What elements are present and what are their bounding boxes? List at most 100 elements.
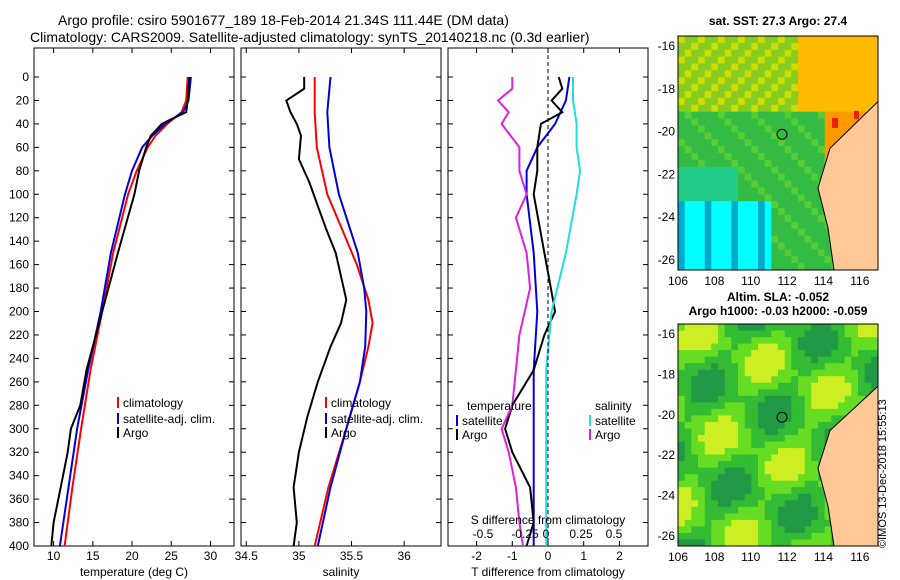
map-cell [804,91,812,99]
map-cell [778,506,786,514]
map-cell [798,539,806,547]
map-cell [811,461,819,469]
map-cell [851,97,859,106]
map-cell [751,343,759,351]
ytick-label: 280 [9,398,29,412]
map-cell [738,249,746,257]
map-cell [804,461,812,469]
map-cell [684,435,692,442]
map-cell [738,49,746,58]
map-cell [738,201,746,209]
xtick-label: -2 [471,549,482,563]
map-cell [731,539,739,547]
map-cell [718,146,726,154]
map-cell [718,382,726,390]
map-cell [818,402,826,410]
hotspot [832,117,838,128]
map-cell [791,519,799,527]
map-cell [698,104,706,113]
map-cell [691,500,699,508]
map-cell [678,201,686,209]
map-cell [704,180,712,188]
map-cell [731,132,739,140]
map-cell [871,376,879,384]
map-cell [818,532,826,540]
map-cell [784,49,792,58]
map-cell [791,242,799,250]
map-cell [838,350,846,358]
map-cell [764,395,772,403]
map-cell [784,506,792,514]
map-cell [811,208,819,216]
map-cell [704,448,712,456]
map-cell [744,474,752,482]
map-cell [871,369,879,377]
map-cell [744,539,752,547]
map-cell [751,118,759,126]
map-cell [771,91,779,99]
map-cell [758,532,766,540]
map-cell [811,159,819,168]
map-cell [764,118,772,126]
map-cell [824,513,832,521]
map-cell [804,111,812,120]
map-cell [738,474,746,482]
map-cell [704,139,712,147]
map-cell [738,77,746,85]
map-cell [704,49,712,58]
map-cell [711,201,719,209]
map-cell [811,441,819,449]
map-cell [704,539,712,547]
map-cell [691,139,699,147]
map-cell [784,208,792,216]
map-cell [711,532,719,540]
map-cell [831,132,839,140]
map-cell [764,408,772,416]
map-cell [738,153,746,161]
map-cell [851,324,859,331]
map-cell [691,382,699,390]
map-cell [844,330,852,338]
map-cell [751,506,759,514]
map-cell [771,435,779,442]
map-cell [718,448,726,456]
map-cell [744,324,752,331]
map-cell [844,104,852,113]
map-cell [824,382,832,390]
map-cell [718,539,726,547]
map-cell [758,221,766,230]
map-cell [731,146,739,154]
map-cell [818,539,826,547]
map-cell [684,228,692,237]
map-cell [778,519,786,527]
xtick-s-label: -0.25 [511,527,539,541]
map-cell [858,389,866,397]
map-cell [704,118,712,126]
map-cell [851,36,859,44]
map-cell [718,125,726,133]
map-cell [758,448,766,456]
map-cell [771,539,779,547]
map-cell [811,111,819,120]
map-cell [758,376,766,384]
map-cell [684,49,692,58]
map-cell [704,242,712,250]
map-cell [704,173,712,181]
map-cell [704,104,712,113]
map-cell [831,49,839,58]
map-cell [764,343,772,351]
map-cell [778,77,786,85]
map-cell [678,97,686,106]
map-cell [731,493,739,501]
map-cell [698,408,706,416]
map-cell [724,435,732,442]
map-cell [831,337,839,345]
map-cell [758,408,766,416]
map-cell [678,539,686,547]
map-cell [764,519,772,527]
map-cell [738,408,746,416]
map-cell [724,228,732,237]
map-cell [758,435,766,442]
diff-line-0 [525,76,571,546]
map-cell [684,389,692,397]
